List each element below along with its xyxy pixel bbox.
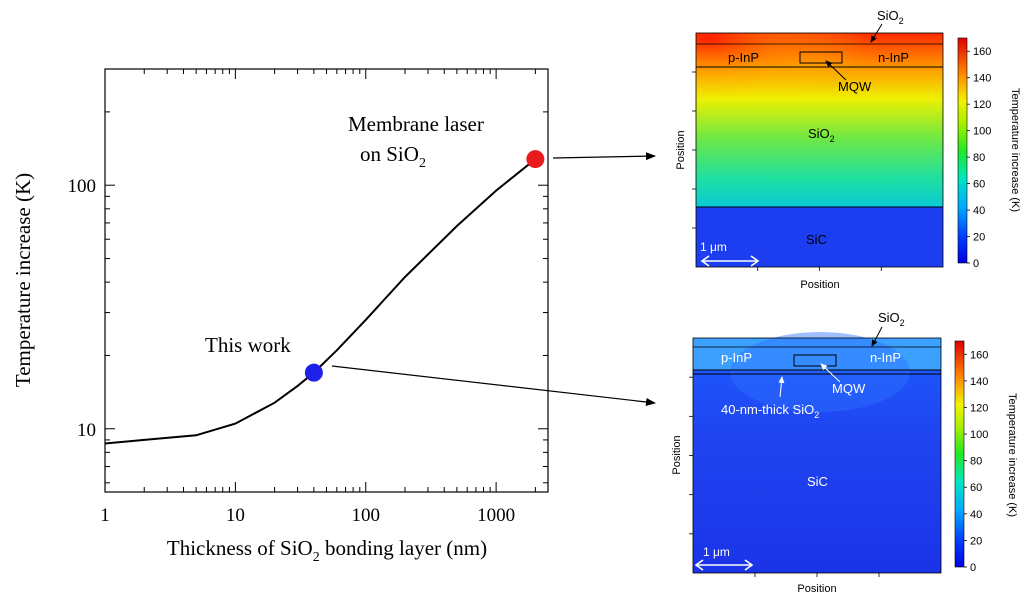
x-tick-label: 1 bbox=[100, 505, 110, 526]
bottom-scale-bar-label: 1 μm bbox=[703, 545, 730, 559]
top-map-sic-region bbox=[696, 207, 943, 267]
colorbar-tick-label: 140 bbox=[970, 376, 988, 388]
colorbar-tick-label: 20 bbox=[973, 232, 985, 244]
colorbar-tick-label: 160 bbox=[973, 46, 991, 58]
bottom-sio2-arrow bbox=[871, 326, 883, 347]
bottom-label-mqw: MQW bbox=[832, 381, 866, 396]
colorbar-tick-label: 40 bbox=[970, 509, 982, 521]
colorbar-tick-label: 60 bbox=[970, 482, 982, 494]
top-label-sio2-layer: SiO2 bbox=[808, 126, 835, 144]
bottom-mqw-arrow bbox=[820, 363, 841, 383]
bottom-label-sic: SiC bbox=[807, 474, 828, 489]
colorbar-tick-label: 0 bbox=[970, 562, 976, 574]
colorbar-tick-label: 80 bbox=[973, 152, 985, 164]
main-ticks bbox=[104, 68, 548, 492]
annotation-this-work: This work bbox=[205, 333, 291, 357]
bottom-map-warm-zone bbox=[730, 332, 910, 412]
top-label-sio2-cladding: SiO2 bbox=[877, 8, 904, 26]
x-axis-label: Thickness of SiO2 bonding layer (nm) bbox=[167, 536, 487, 565]
colorbar-tick-label: 80 bbox=[970, 456, 982, 468]
bottom-map-mqw-box bbox=[793, 354, 837, 367]
top-scale-bar-ends bbox=[700, 255, 760, 267]
point-this-work bbox=[304, 363, 323, 382]
top-y-axis-label: Position bbox=[675, 130, 687, 169]
bottom-temperature-map: p-InP n-InP MQW SiO2 40-nm-thick SiO2 Si… bbox=[671, 310, 1018, 595]
x-tick-label: 10 bbox=[226, 505, 245, 526]
top-map-mqw-box bbox=[799, 51, 843, 64]
top-mqw-arrow bbox=[825, 60, 847, 81]
bottom-scale-bar-ends bbox=[694, 559, 754, 571]
top-label-mqw: MQW bbox=[838, 79, 872, 94]
bottom-colorbar-label: Temperature increase (K) bbox=[1006, 393, 1018, 517]
top-colorbar-label: Temperature increase (K) bbox=[1009, 88, 1021, 212]
y-tick-label: 100 bbox=[68, 176, 97, 197]
top-map-ticks bbox=[692, 71, 882, 271]
bottom-label-p-inp: p-InP bbox=[721, 350, 752, 365]
colorbar-tick-label: 40 bbox=[973, 205, 985, 217]
bottom-colorbar bbox=[954, 340, 965, 568]
top-label-sic: SiC bbox=[806, 232, 827, 247]
colorbar-tick-label: 60 bbox=[973, 179, 985, 191]
bottom-y-axis-label: Position bbox=[671, 435, 683, 474]
colorbar-tick-label: 20 bbox=[970, 535, 982, 547]
colorbar-tick-label: 0 bbox=[973, 258, 979, 270]
annotation-on-sio2: on SiO2 bbox=[360, 142, 426, 171]
x-tick-label: 1000 bbox=[477, 505, 515, 526]
bottom-map-ticks bbox=[689, 376, 880, 577]
colorbar-tick-label: 120 bbox=[973, 99, 991, 111]
colorbar-tick-label: 100 bbox=[970, 429, 988, 441]
arrow-to-top-map bbox=[552, 152, 656, 161]
top-colorbar bbox=[957, 37, 968, 264]
main-chart: 1 10 100 1000 10 100 Thickness of SiO2 b… bbox=[11, 68, 549, 565]
bottom-map-field bbox=[693, 338, 941, 573]
top-sio2-arrow bbox=[870, 23, 883, 43]
top-temperature-map: p-InP n-InP MQW SiO2 SiO2 SiC 1 μm Posit… bbox=[675, 8, 1021, 291]
top-colorbar-ticks: 0 20 40 60 80 100 120 140 160 bbox=[967, 46, 991, 270]
x-tick-label: 100 bbox=[351, 505, 380, 526]
colorbar-tick-label: 140 bbox=[973, 73, 991, 85]
point-membrane-laser bbox=[526, 150, 545, 169]
top-x-axis-label: Position bbox=[800, 279, 839, 291]
bottom-label-sio2-cladding: SiO2 bbox=[878, 310, 905, 328]
colorbar-tick-label: 100 bbox=[973, 126, 991, 138]
annotation-membrane-laser: Membrane laser bbox=[348, 112, 484, 136]
top-map-hotspot bbox=[696, 33, 943, 133]
bottom-label-thin-sio2: 40-nm-thick SiO2 bbox=[721, 402, 819, 420]
arrow-to-bottom-map bbox=[331, 365, 656, 406]
bottom-colorbar-ticks: 0 20 40 60 80 100 120 140 160 bbox=[964, 349, 988, 574]
bottom-thin-sio2-arrow bbox=[778, 376, 785, 398]
y-tick-label: 10 bbox=[77, 420, 96, 441]
colorbar-tick-label: 120 bbox=[970, 402, 988, 414]
top-label-p-inp: p-InP bbox=[728, 50, 759, 65]
top-label-n-inp: n-InP bbox=[878, 50, 909, 65]
bottom-label-n-inp: n-InP bbox=[870, 350, 901, 365]
colorbar-tick-label: 160 bbox=[970, 349, 988, 361]
y-axis-label: Temperature increase (K) bbox=[11, 173, 35, 387]
bottom-x-axis-label: Position bbox=[797, 583, 836, 595]
top-scale-bar-label: 1 μm bbox=[700, 240, 727, 254]
bottom-map-inp-region bbox=[693, 338, 941, 370]
main-series-line bbox=[104, 158, 537, 445]
